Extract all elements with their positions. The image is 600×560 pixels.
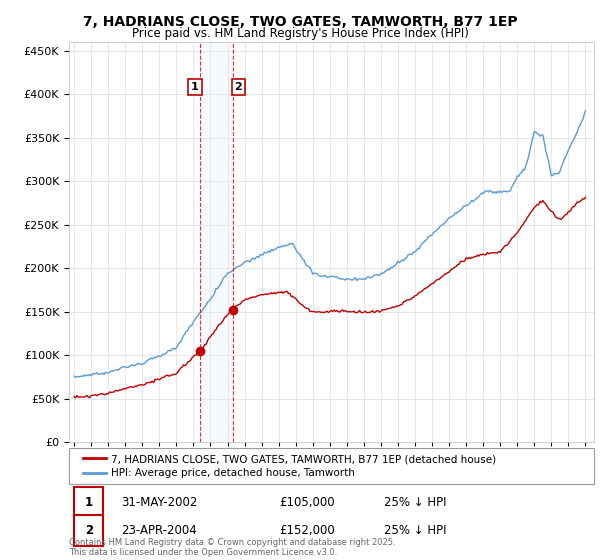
Text: £105,000: £105,000 bbox=[279, 496, 335, 509]
Text: 2: 2 bbox=[85, 524, 93, 537]
Bar bbox=[74, 515, 103, 545]
Text: 25% ↓ HPI: 25% ↓ HPI bbox=[384, 496, 446, 509]
Text: Contains HM Land Registry data © Crown copyright and database right 2025.
This d: Contains HM Land Registry data © Crown c… bbox=[69, 538, 395, 557]
Text: 31-MAY-2002: 31-MAY-2002 bbox=[121, 496, 198, 509]
Text: 2: 2 bbox=[235, 82, 242, 92]
Bar bbox=[74, 487, 103, 517]
Legend: 7, HADRIANS CLOSE, TWO GATES, TAMWORTH, B77 1EP (detached house), HPI: Average p: 7, HADRIANS CLOSE, TWO GATES, TAMWORTH, … bbox=[79, 451, 499, 482]
Text: £152,000: £152,000 bbox=[279, 524, 335, 537]
Text: 25% ↓ HPI: 25% ↓ HPI bbox=[384, 524, 446, 537]
Bar bbox=[200, 42, 233, 442]
Text: 1: 1 bbox=[191, 82, 199, 92]
Text: 23-APR-2004: 23-APR-2004 bbox=[121, 524, 197, 537]
Text: Price paid vs. HM Land Registry's House Price Index (HPI): Price paid vs. HM Land Registry's House … bbox=[131, 27, 469, 40]
Text: 7, HADRIANS CLOSE, TWO GATES, TAMWORTH, B77 1EP: 7, HADRIANS CLOSE, TWO GATES, TAMWORTH, … bbox=[83, 15, 517, 29]
Text: 1: 1 bbox=[85, 496, 93, 509]
